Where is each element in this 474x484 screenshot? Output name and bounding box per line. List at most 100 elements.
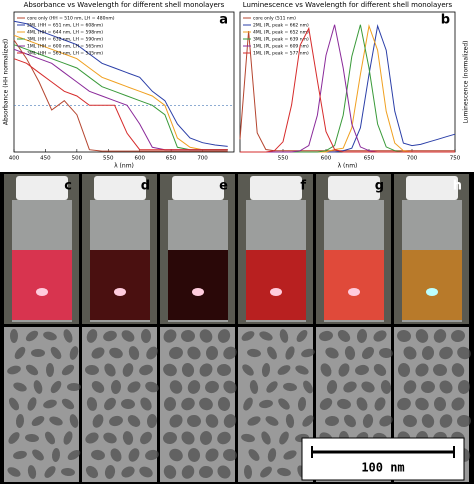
nanoplatelet (223, 414, 237, 428)
nanoplatelet (277, 467, 291, 477)
nanoplatelet (128, 346, 140, 360)
nanoplatelet (457, 414, 471, 428)
nanoplatelet (319, 330, 333, 342)
nanoplatelet (163, 363, 177, 377)
nanoplatelet (397, 329, 411, 343)
panel-label: c (64, 179, 72, 194)
series-line (240, 26, 455, 153)
x-tick-label: 600 (134, 156, 145, 162)
nanoplatelet (181, 397, 195, 411)
nanoplatelet (10, 329, 18, 343)
nanoplatelet (43, 331, 57, 341)
nanoplatelet (205, 414, 219, 428)
nanoplatelet (169, 414, 183, 428)
nanoplatelet (33, 380, 43, 394)
nanoplatelet (27, 465, 37, 479)
nanoplatelet (91, 381, 105, 393)
nanoplatelet (128, 448, 140, 462)
nanoplatelet (379, 347, 393, 359)
nanoplatelet (343, 381, 357, 393)
nanoplatelet (439, 346, 453, 360)
panel-label: a (219, 13, 228, 28)
nanoplatelet (337, 398, 351, 410)
nanoplatelet (320, 363, 332, 377)
nanoplatelet (278, 398, 290, 410)
nanoplatelet (457, 346, 471, 360)
nanoplatelet (31, 349, 45, 357)
nanoplatelet (140, 397, 152, 411)
nanoplatelet (63, 431, 73, 445)
nanoplatelet (241, 433, 255, 443)
nanoplatelet (356, 397, 368, 411)
nanoplatelet (109, 347, 123, 359)
nanoplatelet (223, 380, 237, 394)
nanoplatelet (325, 415, 339, 427)
nanoplatelet (104, 363, 116, 377)
nanoplatelet (163, 431, 177, 445)
x-tick-label: 450 (40, 156, 51, 162)
nanoplatelet (344, 414, 356, 428)
nanoplatelet (243, 397, 253, 411)
nanoplatelet (326, 380, 338, 394)
nanoplatelet (217, 329, 231, 343)
x-tick-label: 650 (364, 156, 375, 162)
vial-cap (16, 176, 68, 200)
vial-cap (172, 176, 224, 200)
nanoplatelet (51, 448, 61, 462)
plot-area (239, 11, 456, 153)
nanoplatelet (32, 449, 44, 461)
legend-label: 4ML (HH = 644 nm, LH = 598nm) (27, 30, 103, 36)
nanoplatelet (338, 363, 350, 377)
nanoplatelet (362, 414, 374, 428)
nanoplatelet (259, 399, 273, 409)
x-tick-label: 500 (72, 156, 83, 162)
nanoplatelet (243, 465, 253, 479)
x-tick-label: 550 (278, 156, 289, 162)
nanoplatelet (13, 450, 27, 460)
nanoplatelet (49, 416, 63, 426)
nanoplatelet (457, 380, 471, 394)
nanoplatelet (451, 329, 465, 343)
nanoplatelet (199, 431, 213, 445)
legend-label: 1ML (PL peak = 577 nm) (253, 51, 309, 57)
vial-liquid (402, 250, 462, 320)
x-tick-label: 600 (321, 156, 332, 162)
nanoplatelet (163, 329, 177, 343)
chart-title: Luminescence vs Wavelength for different… (243, 1, 453, 9)
nanoplatelet (217, 397, 231, 411)
nanoplatelet (103, 432, 117, 444)
nanoplatelet (7, 467, 21, 477)
nanoplatelet (46, 363, 54, 377)
legend-label: core only (511 nm) (253, 16, 296, 22)
nanoplatelet (61, 364, 75, 376)
nanoplatelet (223, 448, 237, 462)
legend-label: core only (HH = 510 nm, LH = 480nm) (27, 16, 115, 22)
panel-label: f (300, 179, 306, 194)
nanoplatelet (205, 448, 219, 462)
x-tick-label: 650 (166, 156, 177, 162)
nanoplatelet (344, 346, 356, 360)
panel-label: b (441, 13, 450, 28)
nanoplatelet (104, 397, 116, 411)
nanoplatelet (43, 399, 57, 409)
nanoplatelet (121, 466, 135, 478)
nanoplatelet (302, 415, 314, 427)
nanoplatelet (283, 382, 297, 392)
nanoplatelet (373, 363, 387, 377)
nanoplatelet (145, 449, 159, 461)
x-tick-label: 400 (9, 156, 20, 162)
x-axis-label: λ (nm) (338, 163, 358, 170)
vial-liquid (90, 250, 150, 320)
y-axis-label: Absorbance (HH normalized) (3, 39, 10, 125)
nanoplatelet (61, 467, 75, 477)
series-line (13, 20, 228, 147)
nanoplatelet (266, 381, 278, 393)
nanoplatelet (169, 346, 183, 360)
nanoplatelet (223, 346, 237, 360)
laser-spot (270, 288, 282, 296)
nanoplatelet (403, 380, 417, 394)
nanoplatelet (25, 330, 39, 342)
nanoplatelet (433, 363, 447, 377)
nanoplatelet (127, 415, 141, 427)
panel-label: e (219, 179, 228, 194)
